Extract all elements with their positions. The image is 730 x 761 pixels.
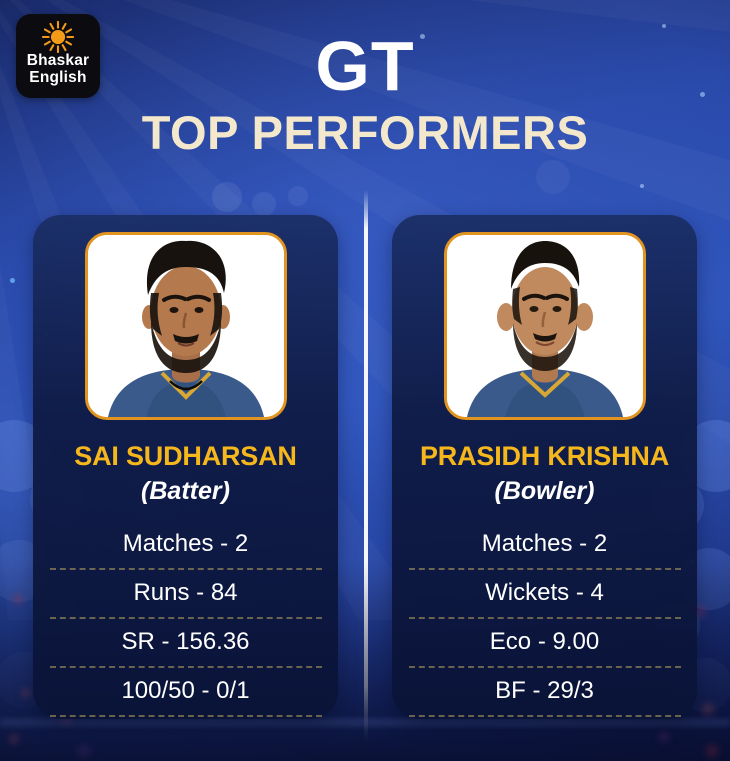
light-dot xyxy=(662,24,666,28)
stat-row-matches: Matches - 2 xyxy=(49,521,322,570)
player-photo-frame xyxy=(84,232,287,420)
stat-row-hundreds-fifties: 100/50 - 0/1 xyxy=(49,668,322,717)
player-name: PRASIDH KRISHNA xyxy=(419,441,670,471)
stats-list: Matches - 2 Runs - 84 SR - 156.36 100/50… xyxy=(49,521,322,717)
cards-row: SAI SUDHARSAN (Batter) Matches - 2 Runs … xyxy=(33,215,697,719)
player-card-batter: SAI SUDHARSAN (Batter) Matches - 2 Runs … xyxy=(33,215,338,719)
stat-row-strike-rate: SR - 156.36 xyxy=(49,619,322,668)
prasidh-krishna-photo xyxy=(446,235,643,417)
bokeh-circle xyxy=(288,186,308,206)
stat-row-runs: Runs - 84 xyxy=(49,570,322,619)
brand-logo: Bhaskar English xyxy=(16,14,100,98)
brand-name-line2: English xyxy=(29,68,87,86)
header: GT TOP PERFORMERS xyxy=(0,30,730,158)
bokeh-circle xyxy=(212,182,242,212)
stat-row-wickets: Wickets - 4 xyxy=(408,570,681,619)
stat-row-matches: Matches - 2 xyxy=(408,521,681,570)
team-title: GT xyxy=(315,27,415,105)
bokeh-circle xyxy=(536,160,570,194)
sai-sudharsan-photo xyxy=(87,235,284,417)
brand-name-line1: Bhaskar xyxy=(26,52,90,69)
light-dot xyxy=(10,278,15,283)
stat-row-economy: Eco - 9.00 xyxy=(408,619,681,668)
field-light-band xyxy=(0,718,730,727)
light-dot xyxy=(640,184,644,188)
player-role: (Bowler) xyxy=(494,477,595,505)
player-card-bowler: PRASIDH KRISHNA (Bowler) Matches - 2 Wic… xyxy=(392,215,697,719)
stats-list: Matches - 2 Wickets - 4 Eco - 9.00 BF - … xyxy=(408,521,681,717)
page-subtitle: TOP PERFORMERS xyxy=(141,106,589,159)
player-role: (Batter) xyxy=(141,477,230,505)
player-name: SAI SUDHARSAN xyxy=(74,441,297,471)
bokeh-circle xyxy=(252,192,276,216)
sun-icon xyxy=(41,21,75,53)
player-photo-frame xyxy=(443,232,646,420)
stat-row-best-figures: BF - 29/3 xyxy=(408,668,681,717)
